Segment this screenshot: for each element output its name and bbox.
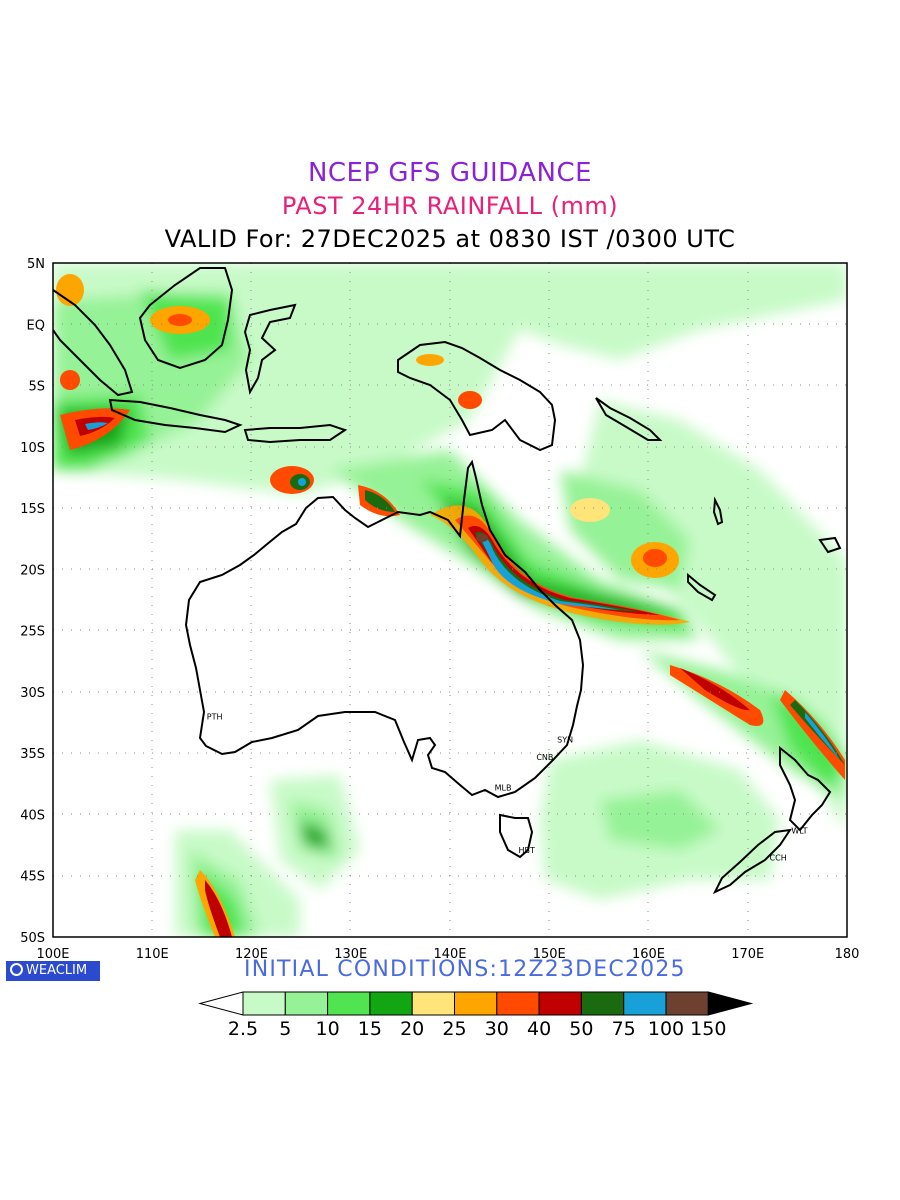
initial-conditions: INITIAL CONDITIONS:12Z23DEC2025: [244, 957, 686, 982]
lon-tick-label: 150E: [533, 947, 566, 962]
lat-tick-label: 50S: [20, 931, 45, 946]
rainfall-field: [53, 263, 847, 937]
sulawesi-coastline: [243, 303, 297, 395]
legend-label: 20: [400, 1018, 424, 1040]
australia-coastline: [184, 459, 585, 799]
tasmania-coastline: [499, 813, 534, 859]
new-zealand-north-coastline: [779, 745, 832, 832]
lat-tick-label: 35S: [20, 747, 45, 762]
lat-tick-label: 45S: [20, 870, 45, 885]
vanuatu-coastline: [712, 496, 724, 526]
legend-label: 25: [442, 1018, 466, 1040]
legend-label: 2.5: [228, 1018, 258, 1040]
borneo-coastline: [138, 267, 234, 370]
fiji-coastline: [818, 536, 842, 554]
legend-label: 5: [279, 1018, 291, 1040]
map-title: NCEP GFS GUIDANCE: [307, 158, 593, 188]
lat-tick-label: 10S: [20, 441, 45, 456]
city-label: CNB: [536, 753, 553, 762]
legend-label: 30: [485, 1018, 509, 1040]
lon-tick-label: 180: [835, 947, 860, 962]
circle-logo-icon: [10, 963, 23, 976]
lon-tick-label: 140E: [433, 947, 466, 962]
city-label: WLT: [791, 826, 807, 835]
lat-tick-label: EQ: [27, 318, 45, 333]
city-label: MLB: [495, 783, 512, 792]
brand-label: WEACLIM: [26, 963, 88, 978]
lat-tick-label: 5N: [27, 257, 45, 272]
sumatra-coastline: [53, 289, 134, 397]
lon-tick-label: 120E: [235, 947, 268, 962]
legend-label: 10: [316, 1018, 340, 1040]
map-frame: [52, 262, 848, 938]
weaclim-logo: WEACLIM: [6, 961, 100, 981]
lat-tick-label: 15S: [20, 502, 45, 517]
legend-label: 150: [690, 1018, 726, 1040]
legend-label: 40: [527, 1018, 551, 1040]
lat-tick-label: 25S: [20, 625, 45, 640]
lon-tick-label: 160E: [632, 947, 665, 962]
lon-tick-label: 100E: [36, 947, 69, 962]
city-label: HBT: [518, 846, 535, 855]
legend-label: 15: [358, 1018, 382, 1040]
solomon-coastline: [595, 397, 663, 441]
lat-tick-label: 30S: [20, 686, 45, 701]
new-guinea-coastline: [397, 340, 557, 452]
city-label: CCH: [770, 853, 787, 862]
legend-label: 75: [612, 1018, 636, 1040]
map-subtitle: PAST 24HR RAINFALL (mm): [281, 192, 619, 220]
new-caledonia-coastline: [687, 572, 717, 602]
lat-tick-label: 20S: [20, 563, 45, 578]
lon-tick-label: 170E: [731, 947, 764, 962]
rainfall-map: PTH SYN CNB MLB HBT WLT CCH 100E 110E 120E 130E 14…: [20, 257, 859, 962]
city-label: PTH: [207, 712, 223, 721]
lat-tick-label: 40S: [20, 808, 45, 823]
new-zealand-south-coastline: [712, 828, 793, 895]
legend-label: 100: [648, 1018, 684, 1040]
city-labels: PTH SYN CNB MLB HBT WLT CCH: [207, 712, 808, 862]
lon-tick-label: 110E: [136, 947, 169, 962]
java-coastline: [108, 398, 243, 434]
valid-time: VALID For: 27DEC2025 at 0830 IST /0300 U…: [164, 225, 736, 253]
axis-labels: 100E 110E 120E 130E 140E 150E 160E 170E 180 5N EQ 5…: [20, 257, 859, 962]
coastlines: [53, 267, 842, 895]
lesser-sunda-coastline: [243, 423, 348, 444]
legend-label: 50: [569, 1018, 593, 1040]
city-label: SYN: [557, 736, 573, 745]
lat-tick-label: 5S: [28, 380, 45, 395]
lon-tick-label: 130E: [334, 947, 367, 962]
